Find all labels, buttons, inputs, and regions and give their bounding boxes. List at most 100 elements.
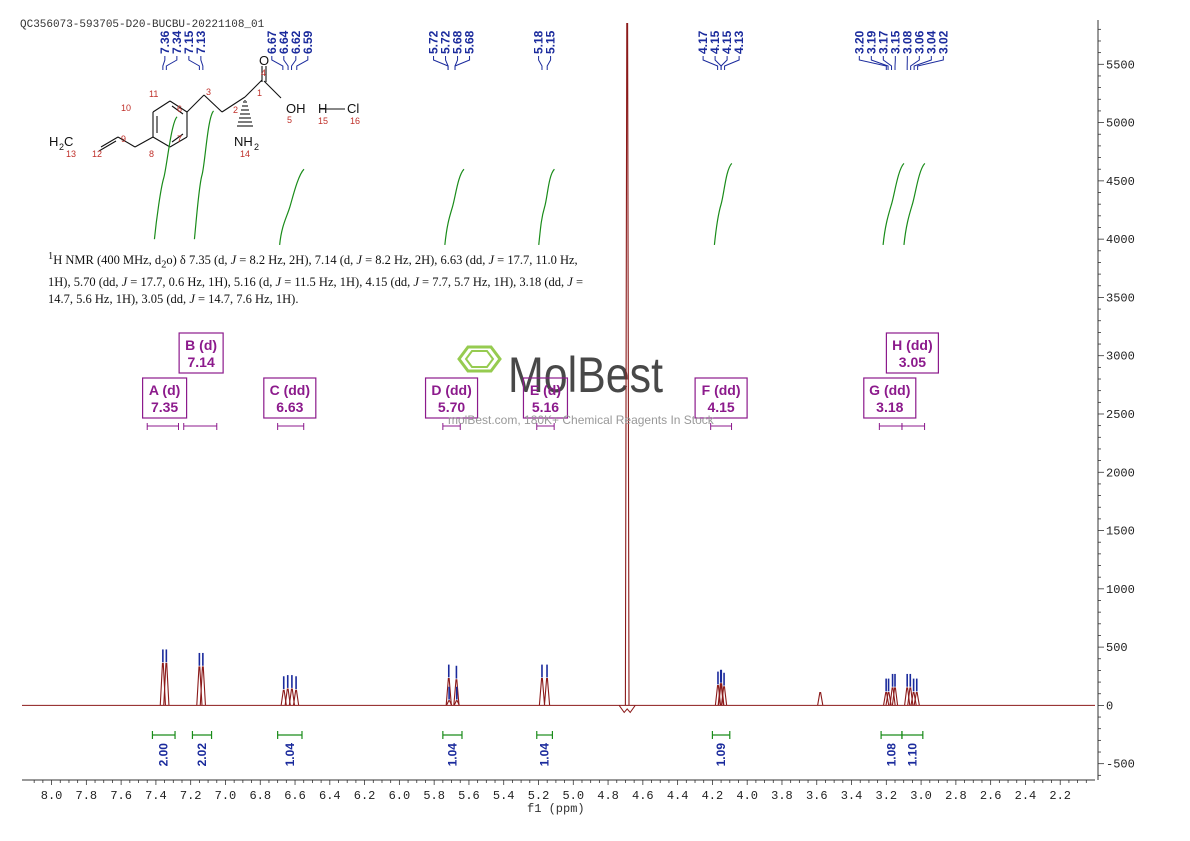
peak-label-connector bbox=[200, 56, 204, 70]
x-tick-label: 6.2 bbox=[354, 789, 376, 803]
x-tick-label: 7.8 bbox=[76, 789, 98, 803]
multiplet-shift: 7.14 bbox=[187, 354, 214, 370]
y-tick-label: 3500 bbox=[1106, 291, 1135, 305]
y-tick-label: 500 bbox=[1106, 641, 1128, 655]
x-tick-label: 4.4 bbox=[667, 789, 689, 803]
peak-label: 4.15 bbox=[720, 30, 734, 54]
multiplet-name: H (dd) bbox=[892, 337, 932, 353]
spectrum-peak bbox=[891, 687, 899, 706]
peak-label: 7.34 bbox=[170, 30, 184, 54]
integral-value: 1.09 bbox=[714, 743, 728, 767]
atom-number-16: 16 bbox=[350, 116, 360, 126]
peak-label: 3.02 bbox=[936, 30, 950, 54]
y-tick-label: 5500 bbox=[1106, 58, 1135, 72]
integral-curve bbox=[279, 168, 305, 246]
multiplet-box bbox=[142, 377, 188, 419]
x-tick-label: 3.6 bbox=[806, 789, 828, 803]
atom-number-6: 6 bbox=[177, 104, 182, 114]
spectrum-peak bbox=[720, 686, 728, 706]
integral-value: 1.08 bbox=[885, 743, 899, 767]
spectrum-peak bbox=[913, 692, 920, 706]
x-tick-label: 4.6 bbox=[632, 789, 654, 803]
multiplet-name: F (dd) bbox=[702, 382, 741, 398]
spectrum-peak bbox=[453, 700, 460, 706]
integral-value: 1.04 bbox=[283, 743, 297, 767]
peak-label: 5.68 bbox=[451, 30, 465, 54]
structure-labels: O OH H Cl H 2 C NH 2 1 2 3 4 5 6 7 8 9 1… bbox=[49, 53, 360, 159]
peak-label: 6.64 bbox=[277, 30, 291, 54]
x-tick-label: 3.8 bbox=[771, 789, 793, 803]
peak-label-connector bbox=[283, 56, 289, 70]
x-tick-label: 3.2 bbox=[876, 789, 898, 803]
atom-h: H bbox=[318, 101, 327, 116]
x-tick-label: 2.8 bbox=[945, 789, 967, 803]
x-tick-label: 5.4 bbox=[493, 789, 515, 803]
spectrum-peak bbox=[163, 662, 170, 706]
molbest-logo-icon: MolBest bbox=[457, 345, 663, 403]
x-tick-label: 4.2 bbox=[702, 789, 724, 803]
y-tick-label: 1500 bbox=[1106, 525, 1135, 539]
file-title: QC356073-593705-D20-BUCBU-20221108_01 bbox=[20, 19, 265, 31]
y-tick-label: -500 bbox=[1106, 758, 1135, 772]
spectrum-peak bbox=[284, 688, 291, 706]
x-tick-label: 4.0 bbox=[736, 789, 758, 803]
x-tick-label: 7.0 bbox=[215, 789, 237, 803]
x-tick-label: 2.2 bbox=[1049, 789, 1071, 803]
multiplet-shift: 6.63 bbox=[276, 399, 303, 415]
y-tick-label: 3000 bbox=[1106, 350, 1135, 364]
spectrum-peak bbox=[907, 687, 914, 706]
atom-number-13: 13 bbox=[66, 149, 76, 159]
peak-label: 5.15 bbox=[544, 30, 558, 54]
atom-h2c-c: C bbox=[64, 134, 73, 149]
spectrum-peak bbox=[543, 678, 551, 706]
atom-h2c-sub: 2 bbox=[59, 142, 64, 152]
x-tick-label: 5.2 bbox=[528, 789, 550, 803]
atom-number-5: 5 bbox=[287, 115, 292, 125]
multiplet-name: B (d) bbox=[185, 337, 217, 353]
peak-label: 5.68 bbox=[463, 30, 477, 54]
atom-nh2-sub: 2 bbox=[254, 142, 259, 152]
atom-number-4: 4 bbox=[261, 68, 266, 78]
peak-label: 6.62 bbox=[289, 30, 303, 54]
integral-curve bbox=[903, 162, 926, 246]
atom-number-10: 10 bbox=[121, 103, 131, 113]
spectrum-peak bbox=[445, 678, 452, 706]
multiplet-shift: 4.15 bbox=[707, 399, 734, 415]
peak-label-connector bbox=[296, 56, 309, 70]
spectrum-peak bbox=[292, 689, 300, 706]
multiplet-name: A (d) bbox=[149, 382, 180, 398]
peak-label-connector bbox=[165, 56, 178, 70]
integral-value: 1.10 bbox=[905, 743, 919, 767]
integral-curve bbox=[193, 110, 215, 240]
y-tick-label: 1000 bbox=[1106, 583, 1135, 597]
integral-value: 2.00 bbox=[157, 743, 171, 767]
spectrum-peak bbox=[817, 692, 824, 706]
integral-curve bbox=[444, 168, 465, 246]
y-tick-label: 0 bbox=[1106, 699, 1113, 713]
nmr-description: 1H NMR (400 MHz, d2o) δ 7.35 (d, J = 8.2… bbox=[48, 251, 584, 306]
atom-number-12: 12 bbox=[92, 149, 102, 159]
spectrum-peak bbox=[453, 679, 460, 706]
solvent-peak-base bbox=[618, 705, 636, 714]
x-tick-label: 5.0 bbox=[562, 789, 584, 803]
peak-label: 3.19 bbox=[864, 30, 878, 54]
peak-label-connector bbox=[445, 56, 449, 70]
x-tick-label: 8.0 bbox=[41, 789, 63, 803]
atom-o-carbonyl: O bbox=[259, 53, 269, 68]
x-tick-label: 6.8 bbox=[249, 789, 271, 803]
chemical-structure bbox=[98, 66, 345, 152]
integral-curve bbox=[713, 162, 733, 246]
peak-label: 3.15 bbox=[888, 30, 902, 54]
spectrum-peak bbox=[882, 692, 890, 706]
y-tick-label: 2500 bbox=[1106, 408, 1135, 422]
x-tick-label: 6.0 bbox=[389, 789, 411, 803]
multiplet-name: C (dd) bbox=[270, 382, 310, 398]
atom-number-2: 2 bbox=[233, 105, 238, 115]
atom-number-14: 14 bbox=[240, 149, 250, 159]
x-tick-label: 7.4 bbox=[145, 789, 167, 803]
y-tick-label: 4000 bbox=[1106, 233, 1135, 247]
peak-label-connector bbox=[291, 56, 297, 70]
atom-nh2-nh: NH bbox=[234, 134, 253, 149]
peak-label: 7.15 bbox=[182, 30, 196, 54]
multiplet-shift: 5.70 bbox=[438, 399, 465, 415]
